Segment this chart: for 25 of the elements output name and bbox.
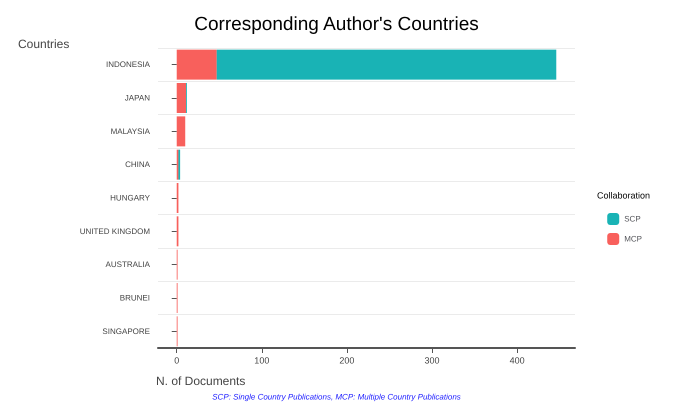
y-tick-label: UNITED KINGDOM bbox=[80, 226, 150, 236]
y-tick-label: BRUNEI bbox=[120, 294, 150, 302]
y-tick-label: CHINA bbox=[125, 160, 151, 170]
chart-title: Corresponding Author's Countries bbox=[194, 14, 479, 35]
x-tick-label: 300 bbox=[424, 356, 440, 366]
bar bbox=[216, 50, 556, 80]
x-tick-label: 0 bbox=[174, 356, 180, 366]
y-tick-label: JAPAN bbox=[124, 94, 150, 102]
y-tick-label: HUNGARY bbox=[110, 194, 151, 202]
y-tick-label: MALAYSIA bbox=[110, 126, 151, 136]
bar bbox=[176, 116, 186, 146]
text: SCP: Single Country Publications, MCP: Multiple Country Publications bbox=[212, 392, 461, 402]
y-tick-label: SINGAPORE bbox=[102, 326, 150, 336]
y-tick-label: INDONESIA bbox=[106, 60, 151, 70]
y-axis-title: Countries bbox=[18, 37, 70, 51]
x-tick-label: 200 bbox=[339, 356, 354, 366]
x-tick-label: 400 bbox=[510, 356, 525, 366]
x-axis-title: N. of Documents bbox=[156, 374, 246, 388]
legend-title: Collaboration bbox=[596, 190, 650, 200]
bar bbox=[176, 50, 217, 80]
bar bbox=[176, 83, 186, 113]
legend-label: SCP bbox=[624, 214, 641, 224]
legend-label: MCP bbox=[624, 234, 642, 244]
y-tick-label: AUSTRALIA bbox=[106, 260, 151, 270]
x-tick-label: 100 bbox=[254, 356, 270, 366]
